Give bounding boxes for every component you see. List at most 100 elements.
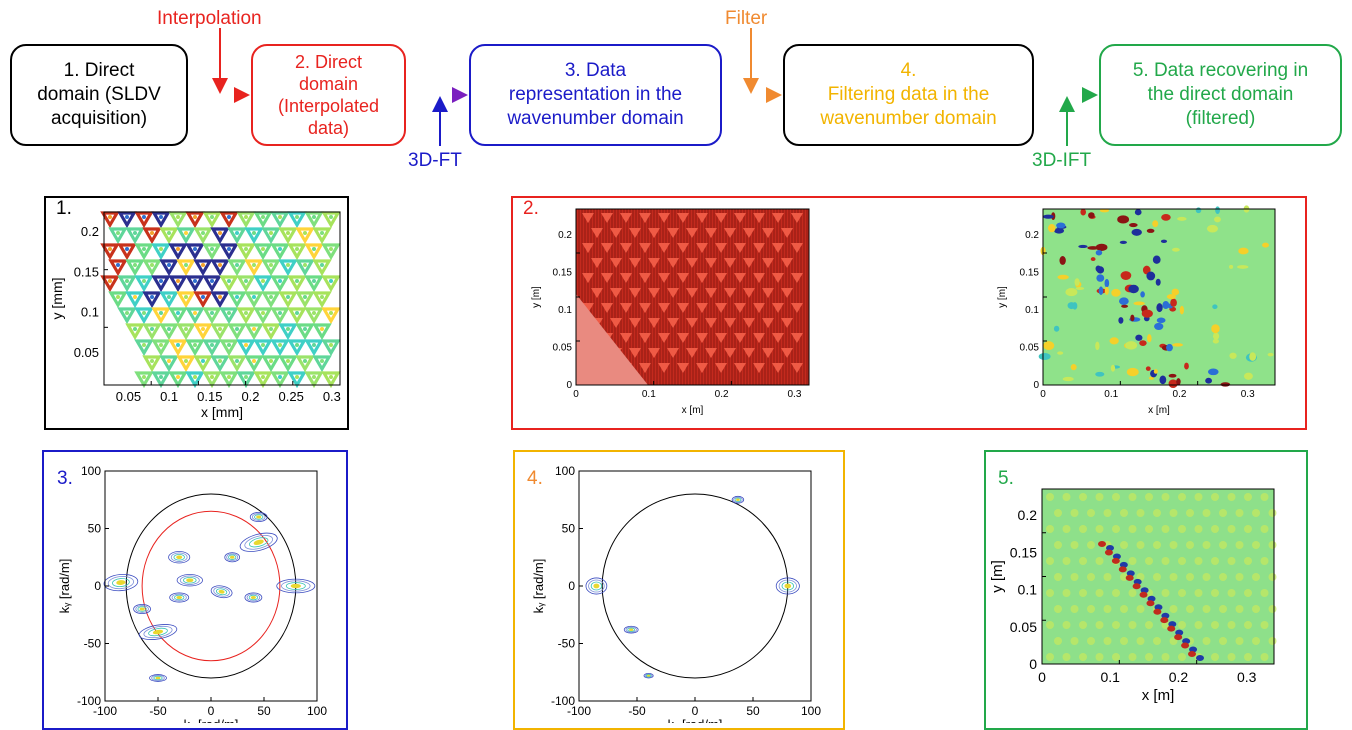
field-blob: [1074, 278, 1080, 286]
ripple: [1178, 525, 1186, 533]
lattice-node: [125, 215, 129, 219]
contour-ring: [215, 588, 228, 596]
p1-xtick-label: 0.3: [323, 389, 341, 404]
lattice-cell: [193, 259, 213, 277]
ripple: [1128, 653, 1137, 661]
ripple: [1211, 493, 1219, 501]
tri-cell: [743, 348, 755, 358]
field-blob: [1146, 271, 1156, 281]
p5-xlabel: x [m]: [1142, 687, 1175, 704]
tri-cell: [639, 363, 651, 373]
ripple: [1079, 653, 1087, 661]
ripple: [1046, 557, 1054, 565]
ripple: [1252, 541, 1260, 549]
tri-cell: [762, 348, 774, 358]
ripple: [1235, 541, 1244, 549]
lattice-node: [159, 343, 163, 347]
ripple: [1070, 637, 1079, 645]
tri-cell: [791, 333, 803, 343]
ripple: [1161, 589, 1170, 597]
tri-cell: [734, 243, 746, 253]
lattice-cell: [151, 371, 171, 389]
lattice-cell: [321, 275, 341, 293]
ripple: [1062, 653, 1071, 661]
lattice-cell: [159, 355, 179, 373]
contour-ring: [226, 553, 239, 562]
lattice-node: [312, 343, 316, 347]
ripple: [1153, 573, 1161, 581]
tri-cell: [781, 258, 793, 268]
tri-cell: [734, 213, 746, 223]
contour-ring: [251, 513, 266, 521]
lattice-cell: [134, 339, 154, 357]
contour-ring: [644, 673, 653, 678]
field-blob: [1205, 377, 1212, 384]
field-blob: [1043, 341, 1055, 351]
p4-ytick-label: -100: [551, 694, 575, 708]
tri-cell: [743, 318, 755, 328]
p5-ytick-label: 0.05: [1010, 619, 1037, 635]
ripple: [1186, 605, 1194, 613]
ripple: [1054, 509, 1062, 517]
p3-ytick-label: -100: [77, 694, 101, 708]
tri-cell: [724, 258, 736, 268]
contour-ring: [244, 592, 263, 603]
tri-cell: [743, 228, 755, 238]
ripple: [1268, 509, 1277, 517]
lattice-cell: [168, 307, 188, 325]
lattice-cell: [321, 211, 341, 229]
p2r-ylabel: y [m]: [997, 286, 1008, 308]
ripple: [1244, 653, 1252, 661]
contour-ring: [153, 675, 163, 681]
ripple: [1112, 653, 1120, 661]
lattice-node: [286, 359, 290, 363]
ripple: [1227, 621, 1236, 629]
p3-contours: [103, 512, 316, 682]
p5-texture: [1046, 493, 1277, 661]
lattice-cell: [244, 323, 264, 341]
tri-cell: [677, 363, 689, 373]
p4-circle: [601, 493, 789, 679]
contour-ring: [590, 581, 603, 591]
contour-ring: [253, 539, 264, 546]
lattice-cell: [321, 307, 341, 325]
tri-cell: [686, 258, 698, 268]
tri-cell: [610, 228, 622, 238]
tri-cell: [762, 228, 774, 238]
field-blob: [1067, 302, 1076, 310]
ripple: [1227, 557, 1236, 565]
lattice-node: [210, 311, 214, 315]
lattice-node: [184, 295, 188, 299]
contour-ring: [176, 555, 183, 560]
ripple: [1046, 525, 1054, 533]
lattice-cell: [210, 291, 230, 309]
ripple: [1202, 573, 1211, 581]
ripple: [1178, 493, 1186, 501]
ripple: [1112, 589, 1120, 597]
tri-cell: [791, 363, 803, 373]
lattice-cell: [202, 307, 222, 325]
lattice-node: [150, 295, 154, 299]
ripple: [1260, 589, 1269, 597]
lattice-cell: [261, 291, 281, 309]
lattice-cell: [304, 371, 324, 389]
wave-blue: [1106, 545, 1114, 551]
contour-ring: [137, 606, 147, 612]
contour-ring: [116, 580, 126, 585]
lattice-node: [329, 247, 333, 251]
contour-ring: [176, 574, 203, 587]
lattice-cell: [321, 243, 341, 261]
contour-ring: [229, 555, 235, 559]
wave-blue: [1140, 587, 1149, 594]
contour-ring: [290, 583, 301, 589]
wave-blue: [1147, 595, 1156, 602]
lattice-cell: [202, 339, 222, 357]
field-blob: [1088, 212, 1095, 219]
ripple: [1235, 637, 1244, 645]
lattice-cell: [236, 307, 256, 325]
field-blob: [1104, 286, 1109, 295]
lattice-cell: [125, 227, 145, 245]
p2r-ytick-label: 0.2: [1025, 230, 1039, 241]
ripple: [1145, 525, 1153, 533]
field-blob: [1249, 352, 1257, 361]
